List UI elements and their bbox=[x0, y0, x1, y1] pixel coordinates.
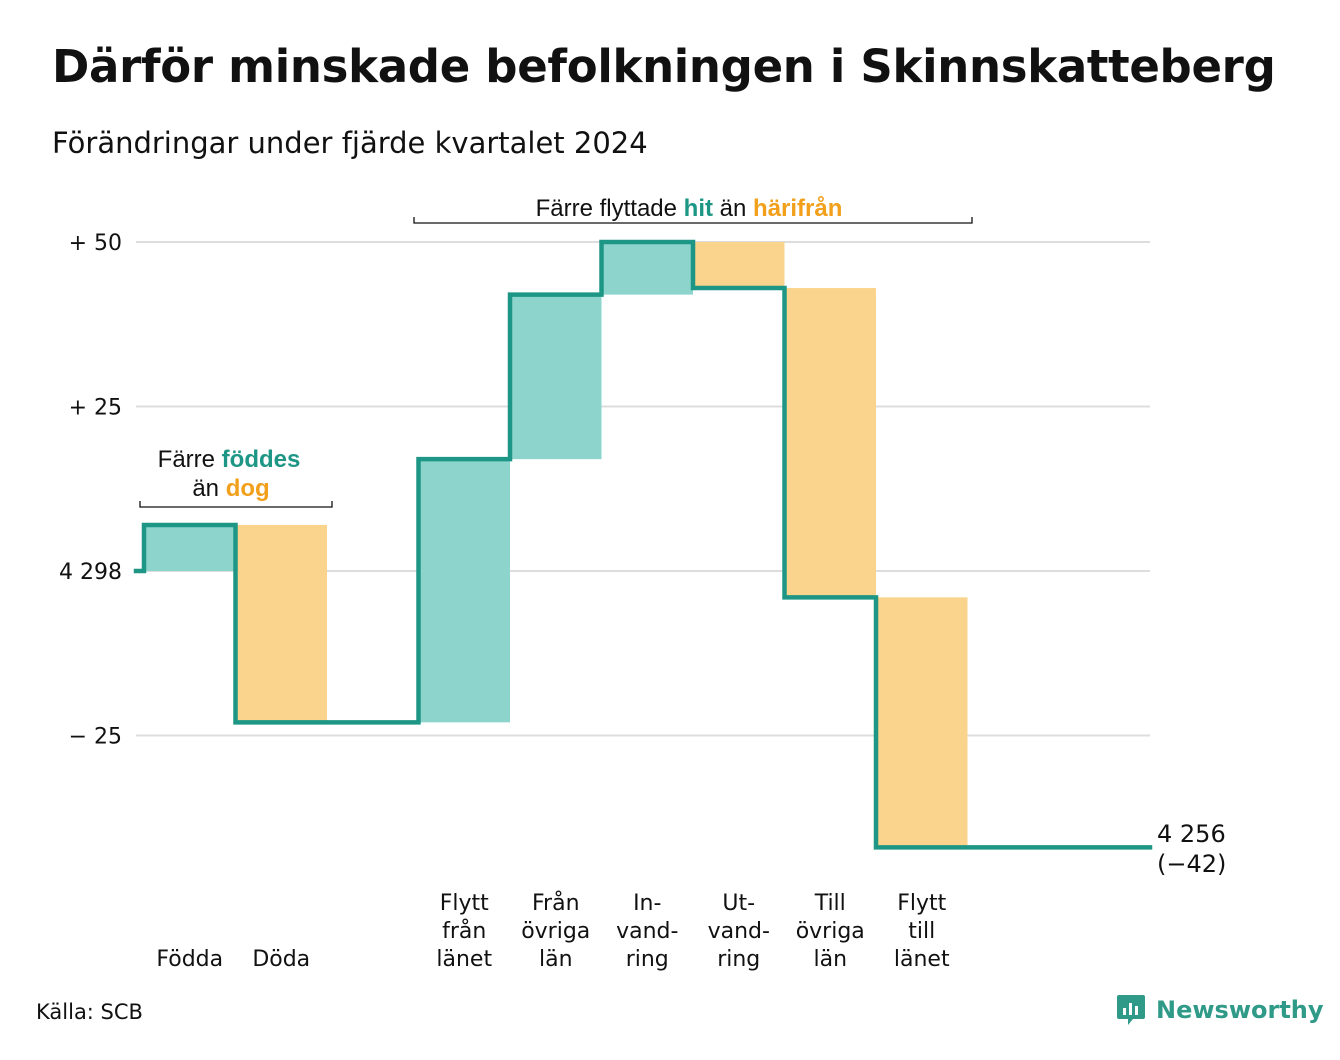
waterfall-bar bbox=[693, 242, 785, 289]
annotation-births-highlight: föddes bbox=[222, 446, 301, 473]
step-line bbox=[133, 239, 1153, 850]
annotation-births-prefix: Färre bbox=[158, 446, 215, 473]
waterfall-bar bbox=[784, 288, 876, 598]
category-label-line: länet bbox=[436, 947, 492, 972]
newsworthy-logo-icon bbox=[1117, 995, 1145, 1025]
category-label: Födda bbox=[156, 947, 223, 972]
waterfall-bar bbox=[235, 524, 327, 723]
waterfall-bar bbox=[418, 459, 510, 723]
category-label-line: Från bbox=[532, 890, 580, 916]
category-label-line: länet bbox=[894, 947, 950, 972]
category-label-line: Döda bbox=[252, 947, 310, 972]
category-label-line: län bbox=[813, 947, 847, 972]
annotation-births-highlight2: dog bbox=[226, 475, 270, 502]
y-tick-label: 4 298 bbox=[59, 560, 122, 585]
waterfall-bar bbox=[510, 294, 602, 460]
end-change-label: (−42) bbox=[1157, 850, 1226, 878]
category-label-line: Flytt bbox=[440, 891, 489, 916]
annotation-births: Färre föddes än dog bbox=[139, 446, 333, 508]
category-label-line: Flytt bbox=[897, 891, 946, 916]
y-axis-ticks: + 50 + 25 4 298 − 25 bbox=[59, 231, 122, 750]
annotation-births-line1: Färre föddes bbox=[158, 446, 301, 473]
cumulative-step-line bbox=[133, 239, 1153, 850]
chart-title: Därför minskade befolkningen i Skinnskat… bbox=[52, 40, 1276, 93]
category-label-line: vand- bbox=[708, 919, 770, 944]
category-label-line: Födda bbox=[156, 947, 223, 972]
newsworthy-logo: Newsworthy bbox=[1116, 993, 1324, 1027]
category-label: Döda bbox=[252, 947, 310, 972]
annotation-migration: Färre flyttade hit än härifrån bbox=[413, 195, 973, 224]
waterfall-bar bbox=[601, 242, 693, 295]
annotation-births-prefix2: än bbox=[192, 475, 219, 502]
annotation-migration-bracket bbox=[413, 217, 973, 224]
category-label: Flytt till länet bbox=[894, 891, 950, 972]
category-label-line: från bbox=[442, 918, 486, 944]
annotation-migration-highlight1: hit bbox=[684, 195, 713, 222]
end-value-label: 4 256 bbox=[1157, 820, 1226, 848]
newsworthy-logo-text: Newsworthy bbox=[1156, 996, 1324, 1024]
annotation-births-bracket bbox=[139, 501, 333, 508]
category-label-line: till bbox=[908, 919, 935, 944]
chart-subtitle: Förändringar under fjärde kvartalet 2024 bbox=[52, 126, 648, 160]
category-label: Från övriga län bbox=[521, 890, 590, 972]
category-label-line: vand- bbox=[616, 919, 678, 944]
category-label: In-vand-ring bbox=[616, 891, 678, 972]
category-label-line: ring bbox=[626, 947, 669, 972]
annotation-migration-highlight2: härifrån bbox=[753, 195, 842, 222]
category-label: Till övriga län bbox=[796, 891, 865, 972]
waterfall-bar bbox=[144, 524, 236, 571]
category-label-line: ring bbox=[717, 947, 760, 972]
y-tick-label: + 25 bbox=[69, 396, 122, 421]
category-label-line: Till bbox=[814, 891, 846, 916]
category-label-line: Ut- bbox=[722, 891, 755, 916]
annotation-births-line2: än dog bbox=[192, 475, 269, 502]
annotation-migration-middle: än bbox=[720, 195, 747, 222]
annotation-migration-prefix: Färre flyttade bbox=[536, 195, 677, 222]
category-label-line: övriga bbox=[521, 919, 590, 944]
category-label: Flytt från länet bbox=[436, 891, 492, 972]
category-label-line: län bbox=[539, 947, 573, 972]
annotation-migration-text: Färre flyttade hit än härifrån bbox=[536, 195, 843, 222]
category-label-line: övriga bbox=[796, 919, 865, 944]
y-tick-label: + 50 bbox=[69, 231, 122, 256]
category-label-line: In- bbox=[633, 891, 661, 916]
bars bbox=[144, 242, 968, 848]
waterfall-bar bbox=[876, 597, 968, 848]
y-tick-label: − 25 bbox=[69, 725, 122, 750]
source-note: Källa: SCB bbox=[36, 1000, 143, 1024]
category-label: Ut-vand-ring bbox=[708, 891, 770, 972]
